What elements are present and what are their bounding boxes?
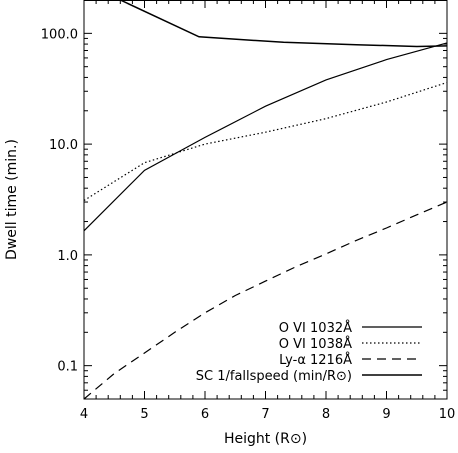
x-tick-label: 8 [322,407,330,422]
x-tick-label: 10 [439,407,456,422]
x-tick-label: 6 [201,407,209,422]
x-axis-label: Height (R⊙) [224,431,307,447]
legend-label-4: SC 1/fallspeed (min/R⊙) [196,369,352,384]
series-line-4 [119,0,448,48]
x-tick-label: 9 [382,407,390,422]
series-line-1 [83,42,448,232]
legend-label-1: O VI 1032Å [279,320,352,336]
x-tick-label: 4 [80,407,88,422]
y-tick-label: 100.0 [41,27,78,42]
y-tick-label: 0.1 [57,360,78,375]
x-tick-label: 5 [140,407,148,422]
y-tick-label: 1.0 [57,249,78,264]
x-tick-label: 7 [261,407,269,422]
plot-frame [83,0,448,400]
y-tick-label: 10.0 [49,138,78,153]
series-line-3 [83,201,448,400]
y-axis-label: Dwell time (min.) [4,139,20,260]
legend-label-2: O VI 1038Å [279,336,352,352]
legend-label-3: Ly-α 1216Å [279,352,352,368]
series-line-2 [83,81,448,202]
plot-axes: 4 5 6 7 8 9 10 0.1 1.0 10.0 100.0 [41,0,455,422]
series-layer [83,0,448,400]
